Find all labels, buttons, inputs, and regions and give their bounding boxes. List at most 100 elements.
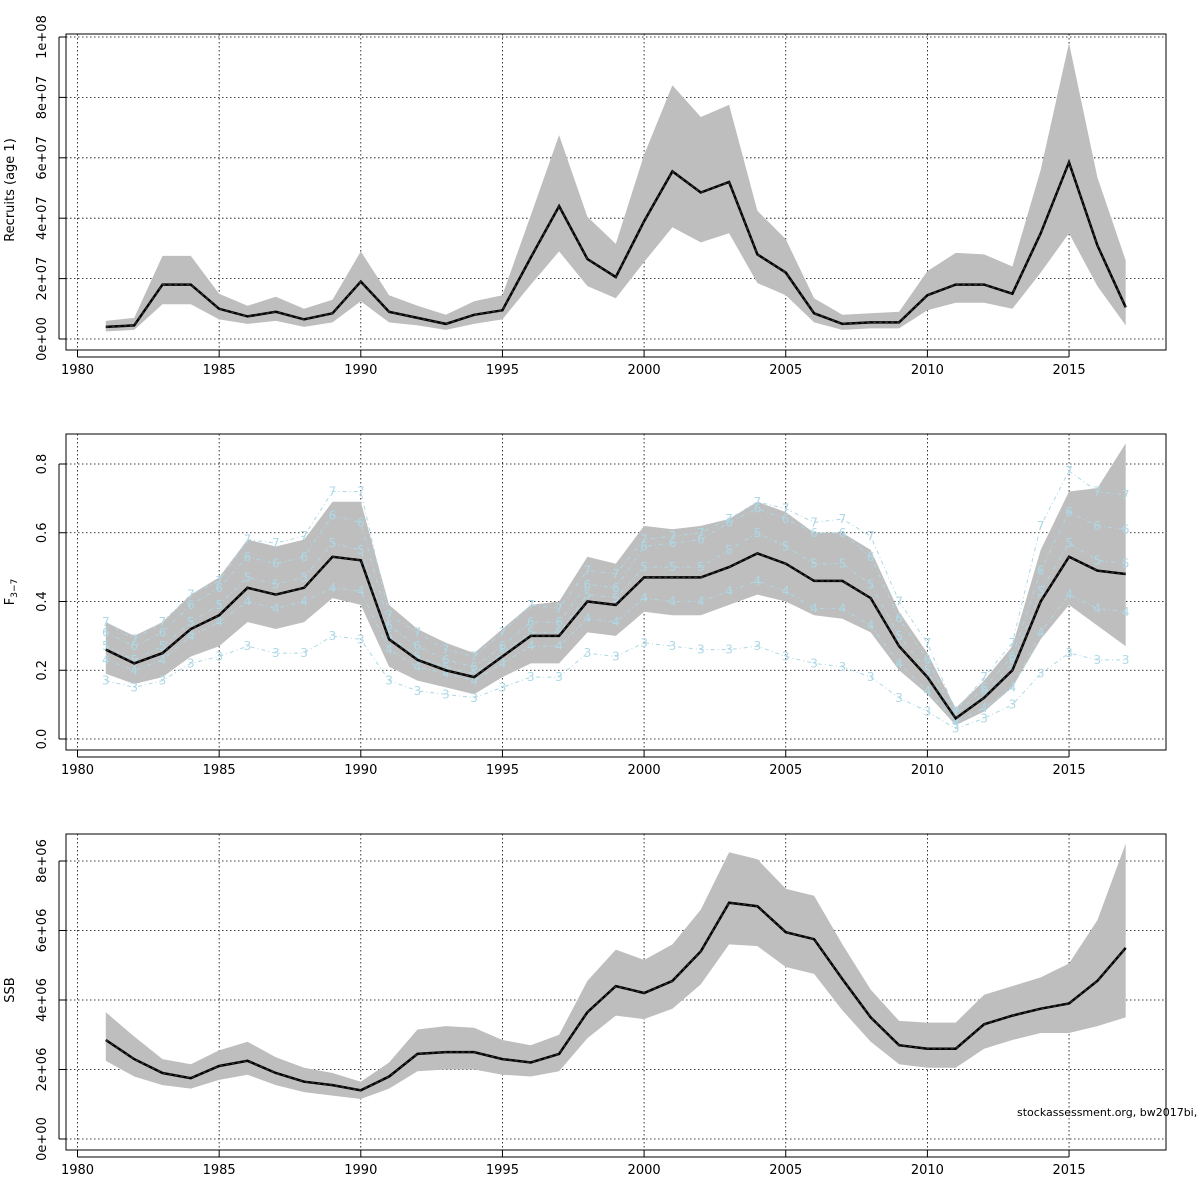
age-6-label: 6	[669, 536, 677, 550]
y-tick-label: 0.0	[35, 729, 50, 750]
age-5-label: 5	[725, 543, 733, 557]
age-5-label: 5	[555, 625, 563, 639]
age-3-label: 3	[1037, 667, 1045, 681]
age-4-label: 4	[754, 574, 762, 588]
age-7-label: 7	[499, 625, 507, 639]
recruits-y-axis-title: Recruits (age 1)	[3, 138, 18, 242]
recruits-plot-frame	[65, 33, 1167, 351]
age-4-label: 4	[1065, 588, 1073, 602]
age-3-series: 3 3 3 3 3 3 3 3 3 3 3 3 3 3 3 3 3 3 3 3 3 3 3 3 3 3 3 3 3 3 3 3 3 3 3 3 3	[102, 629, 1130, 736]
age-4-label: 4	[357, 584, 365, 598]
age-4-label: 4	[697, 595, 705, 609]
age-5-label: 5	[895, 629, 903, 643]
age-6-label: 6	[102, 625, 110, 639]
age-4-label: 4	[385, 643, 393, 657]
age-5-label: 5	[187, 615, 195, 629]
age-6-label: 6	[272, 557, 280, 571]
age-5-line	[105, 532, 1126, 720]
age-5-label: 5	[527, 625, 535, 639]
y-tick-label: 8e+07	[35, 76, 50, 120]
x-tick-label: 2010	[911, 1163, 944, 1178]
age-7-label: 7	[1122, 488, 1130, 502]
age-3-label: 3	[442, 687, 450, 701]
age-3-label: 3	[584, 646, 592, 660]
age-7-label: 7	[215, 574, 223, 588]
age-6-label: 6	[810, 526, 818, 540]
age-6-label: 6	[697, 533, 705, 547]
x-tick-label: 1995	[486, 1163, 519, 1178]
age-4-label: 4	[414, 660, 422, 674]
age-7-label: 7	[980, 670, 988, 684]
age-6-label: 6	[1037, 564, 1045, 578]
age-5-label: 5	[329, 536, 337, 550]
age-5-label: 5	[697, 560, 705, 574]
age-7-label: 7	[442, 643, 450, 657]
age-3-label: 3	[470, 691, 478, 705]
age-6-label: 6	[499, 639, 507, 653]
age-3-label: 3	[555, 670, 563, 684]
age-4-label: 4	[810, 601, 818, 615]
age-4-label: 4	[612, 615, 620, 629]
age-5-label: 5	[130, 653, 138, 667]
age-6-label: 6	[782, 512, 790, 526]
age-6-label: 6	[725, 515, 733, 529]
y-tick-label: 6e+07	[35, 136, 50, 180]
ssb-y-axis: 0e+00 2e+06 4e+06 6e+06 8e+06	[35, 839, 66, 1161]
age-7-label: 7	[555, 601, 563, 615]
age-7-label: 7	[754, 495, 762, 509]
age-6-label: 6	[754, 502, 762, 516]
age-3-label: 3	[1009, 698, 1017, 712]
age-7-label: 7	[669, 529, 677, 543]
age-6-label: 6	[1122, 522, 1130, 536]
recruits-panel: 1980 1985 1990 1995 2000 2005 2010 2015 0e+00 2e…	[3, 15, 1167, 378]
age-7-label: 7	[924, 636, 932, 650]
x-tick-label: 1985	[203, 763, 236, 778]
y-tick-label: 1e+08	[35, 15, 50, 59]
age-5-label: 5	[839, 557, 847, 571]
age-6-label: 6	[527, 615, 535, 629]
age-5-label: 5	[499, 646, 507, 660]
age-4-label: 4	[669, 595, 677, 609]
age-3-label: 3	[782, 650, 790, 664]
x-tick-label: 2015	[1053, 363, 1086, 378]
x-tick-label: 1990	[344, 363, 377, 378]
age-7-label: 7	[895, 595, 903, 609]
age-3-label: 3	[924, 705, 932, 719]
age-4-label: 4	[527, 639, 535, 653]
age-6-label: 6	[244, 550, 252, 564]
age-6-label: 6	[584, 577, 592, 591]
x-tick-label: 1995	[486, 763, 519, 778]
age-3-label: 3	[187, 656, 195, 670]
age-3-label: 3	[102, 674, 110, 688]
age-5-label: 5	[980, 687, 988, 701]
age-6-label: 6	[555, 615, 563, 629]
age-5-label: 5	[1037, 584, 1045, 598]
age-7-label: 7	[1037, 519, 1045, 533]
age-7-label: 7	[612, 567, 620, 581]
age-7-label: 7	[385, 608, 393, 622]
age-5-label: 5	[357, 543, 365, 557]
age-6-label: 6	[442, 653, 450, 667]
y-tick-label: 2e+07	[35, 257, 50, 301]
age-3-label: 3	[895, 691, 903, 705]
x-tick-label: 1990	[344, 763, 377, 778]
age-5-label: 5	[1065, 536, 1073, 550]
age-3-label: 3	[952, 722, 960, 736]
fishing-mortality-x-axis: 1980 1985 1990 1995 2000 2005 2010 2015	[61, 750, 1086, 778]
age-7-label: 7	[839, 512, 847, 526]
age-4-label: 4	[1037, 625, 1045, 639]
age-7-label: 7	[1065, 464, 1073, 478]
x-tick-label: 2005	[769, 363, 802, 378]
age-7-label: 7	[697, 526, 705, 540]
age-7-label: 7	[810, 515, 818, 529]
age-3-label: 3	[1094, 653, 1102, 667]
age-5-label: 5	[669, 560, 677, 574]
age-7-label: 7	[527, 598, 535, 612]
y-tick-label: 4e+07	[35, 196, 50, 240]
age-3-label: 3	[215, 650, 223, 664]
x-tick-label: 1985	[203, 363, 236, 378]
x-tick-label: 1985	[203, 1163, 236, 1178]
age-7-label: 7	[414, 625, 422, 639]
age-4-label: 4	[867, 619, 875, 633]
